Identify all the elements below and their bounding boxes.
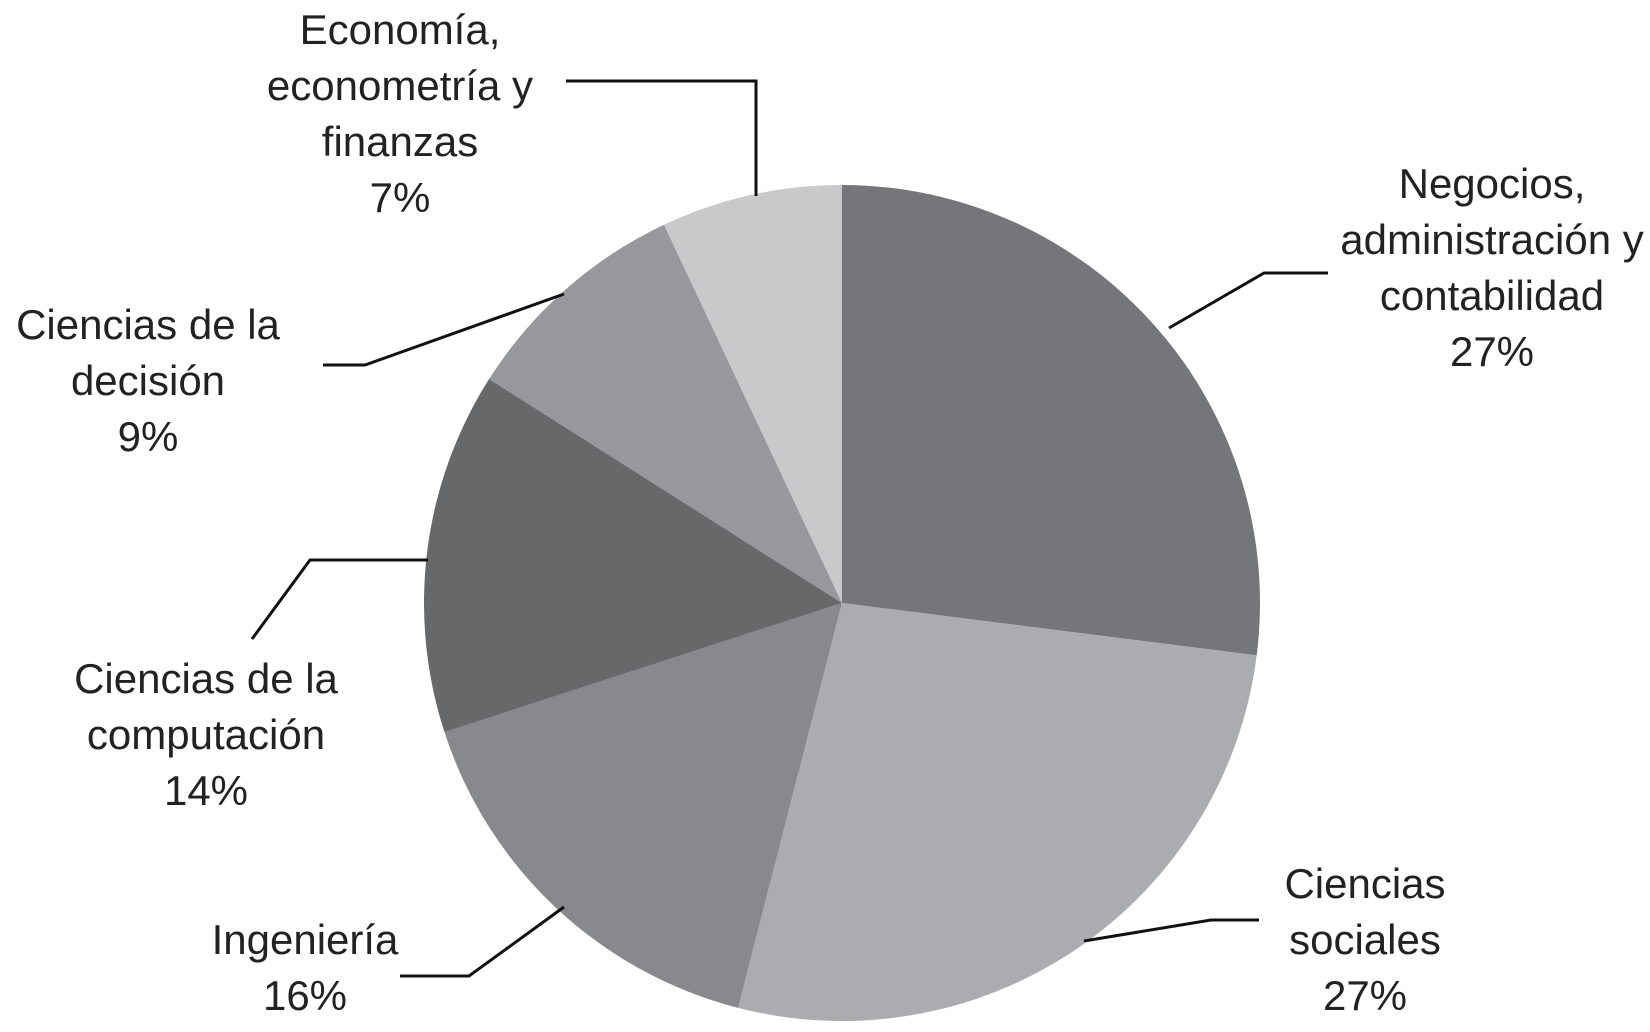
slice-label: Ciencias de la decisión 9% bbox=[1, 297, 296, 465]
value-label: 7% bbox=[369, 174, 431, 221]
leader-line bbox=[400, 905, 565, 978]
value-label: 9% bbox=[117, 413, 179, 460]
pie-slice bbox=[444, 603, 842, 1008]
value-label: 27% bbox=[1322, 972, 1408, 1019]
pie-slice bbox=[738, 603, 1257, 1021]
leader-line bbox=[1083, 918, 1259, 943]
leader-line bbox=[566, 79, 758, 196]
category-label: Economía, econometría y finanzas bbox=[266, 6, 534, 165]
pie-slice bbox=[423, 379, 842, 733]
category-label: Ciencias de la decisión bbox=[16, 301, 280, 404]
category-label: Ingeniería bbox=[211, 916, 399, 963]
value-label: 27% bbox=[1449, 328, 1535, 375]
slice-label: Economía, econometría y finanzas 7% bbox=[255, 2, 545, 226]
pie-slice bbox=[489, 224, 842, 603]
category-label: Negocios, administración y contabilidad bbox=[1340, 160, 1644, 319]
leader-line bbox=[1168, 271, 1328, 330]
pie-slice bbox=[842, 185, 1260, 656]
category-label: Ciencias de la computación bbox=[74, 655, 338, 758]
slice-label: Ingeniería 16% bbox=[155, 912, 455, 1024]
value-label: 16% bbox=[262, 972, 348, 1019]
leader-line bbox=[250, 558, 428, 640]
slice-label: Ciencias de la computación 14% bbox=[56, 651, 356, 819]
slice-label: Ciencias sociales 27% bbox=[1265, 856, 1465, 1024]
pie-slice bbox=[664, 185, 842, 603]
slice-label: Negocios, administración y contabilidad 2… bbox=[1332, 156, 1650, 380]
value-label: 14% bbox=[163, 767, 249, 814]
leader-line bbox=[323, 292, 565, 367]
category-label: Ciencias sociales bbox=[1284, 860, 1446, 963]
